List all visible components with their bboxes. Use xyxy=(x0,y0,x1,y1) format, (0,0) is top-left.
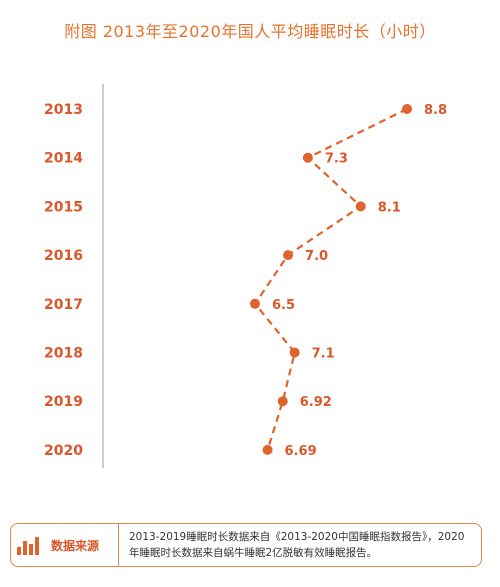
y-tick-label-2013: 2013 xyxy=(44,102,83,118)
data-label-2018: 7.1 xyxy=(312,347,335,362)
data-label-2019: 6.92 xyxy=(300,395,332,410)
data-source-box: 数据来源 2013-2019睡眠时长数据来自《2013-2020中国睡眠指数报告… xyxy=(10,523,482,567)
data-point-2013 xyxy=(402,104,412,114)
data-point-2018 xyxy=(289,347,300,358)
source-header: 数据来源 xyxy=(11,524,119,566)
data-label-2015: 8.1 xyxy=(378,200,401,215)
series-line xyxy=(253,108,408,451)
y-tick-label-2016: 2016 xyxy=(44,248,83,264)
y-tick-label-2020: 2020 xyxy=(44,443,83,459)
data-point-2014 xyxy=(302,152,313,163)
data-label-2014: 7.3 xyxy=(325,152,348,167)
data-point-2016 xyxy=(283,250,294,261)
chart-title: 附图 2013年至2020年国人平均睡眠时长（小时） xyxy=(64,22,436,41)
data-label-2016: 7.0 xyxy=(305,249,328,264)
data-point-2017 xyxy=(250,298,260,309)
data-point-2020 xyxy=(262,444,273,455)
y-tick-label-2019: 2019 xyxy=(44,394,83,410)
data-label-2013: 8.8 xyxy=(424,103,447,118)
data-point-2019 xyxy=(277,396,288,407)
y-tick-label-2014: 2014 xyxy=(44,151,83,167)
data-point-2015 xyxy=(355,201,366,212)
y-tick-label-2018: 2018 xyxy=(44,346,83,362)
source-label: 数据来源 xyxy=(51,538,100,553)
y-tick-label-2015: 2015 xyxy=(44,199,83,215)
line-chart: 2013 2014 2015 2016 2017 2018 2019 2020 8.8 7.3 8… xyxy=(44,84,447,468)
data-label-2017: 6.5 xyxy=(272,298,295,313)
data-label-2020: 6.69 xyxy=(285,444,317,459)
source-text: 2013-2019睡眠时长数据来自《2013-2020中国睡眠指数报告》，202… xyxy=(129,531,465,559)
bar-chart-icon xyxy=(17,535,43,555)
y-tick-label-2017: 2017 xyxy=(44,297,83,313)
